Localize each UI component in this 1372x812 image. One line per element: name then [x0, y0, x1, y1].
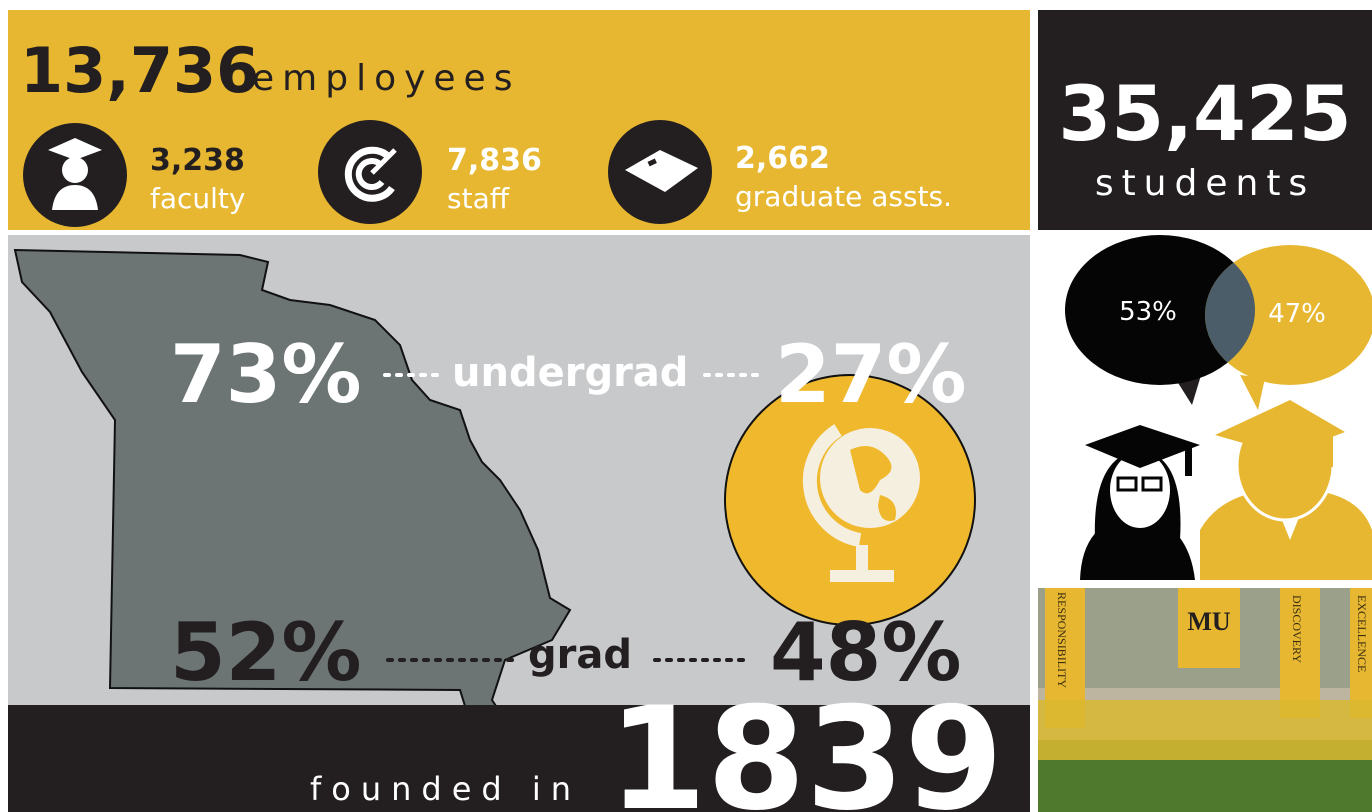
founded-label: founded in	[310, 770, 581, 808]
grad-label: grad	[528, 632, 632, 678]
staff-count: 7,836	[447, 143, 542, 178]
grad-assistant-count: 2,662	[735, 141, 830, 176]
employees-total: 13,736	[20, 34, 259, 107]
graduates-icon	[1080, 400, 1372, 580]
grad-in-state: 52%	[170, 606, 361, 699]
gender-bubbles	[1065, 235, 1372, 410]
students-total: 35,425	[1058, 69, 1351, 158]
infographic: 13,736 employees 3,238 faculty 7,836 sta…	[0, 0, 1372, 812]
students-label: students	[1095, 163, 1315, 204]
grad-assistant-label: graduate assts.	[735, 180, 952, 213]
staff-label: staff	[447, 182, 510, 215]
founded-year: 1839	[608, 677, 1003, 812]
staff-icon	[318, 120, 422, 224]
banner-text: MU	[1187, 607, 1231, 636]
undergrad-out-of-state: 27%	[775, 328, 966, 421]
undergrad-label: undergrad	[452, 350, 688, 396]
undergrad-in-state: 73%	[170, 328, 361, 421]
faculty-label: faculty	[150, 182, 245, 215]
banner-text: EXCELLENCE	[1355, 595, 1369, 672]
male-share: 47%	[1268, 299, 1326, 329]
campus-photo: RESPONSIBILITY MU DISCOVERY EXCELLENCE	[1038, 588, 1372, 812]
faculty-count: 3,238	[150, 143, 245, 178]
female-share: 53%	[1119, 297, 1177, 327]
banner-text: DISCOVERY	[1290, 595, 1304, 663]
grad-assistant-icon	[608, 120, 712, 224]
banner-text: RESPONSIBILITY	[1055, 592, 1069, 688]
employees-label: employees	[252, 58, 520, 99]
faculty-icon	[23, 123, 127, 227]
